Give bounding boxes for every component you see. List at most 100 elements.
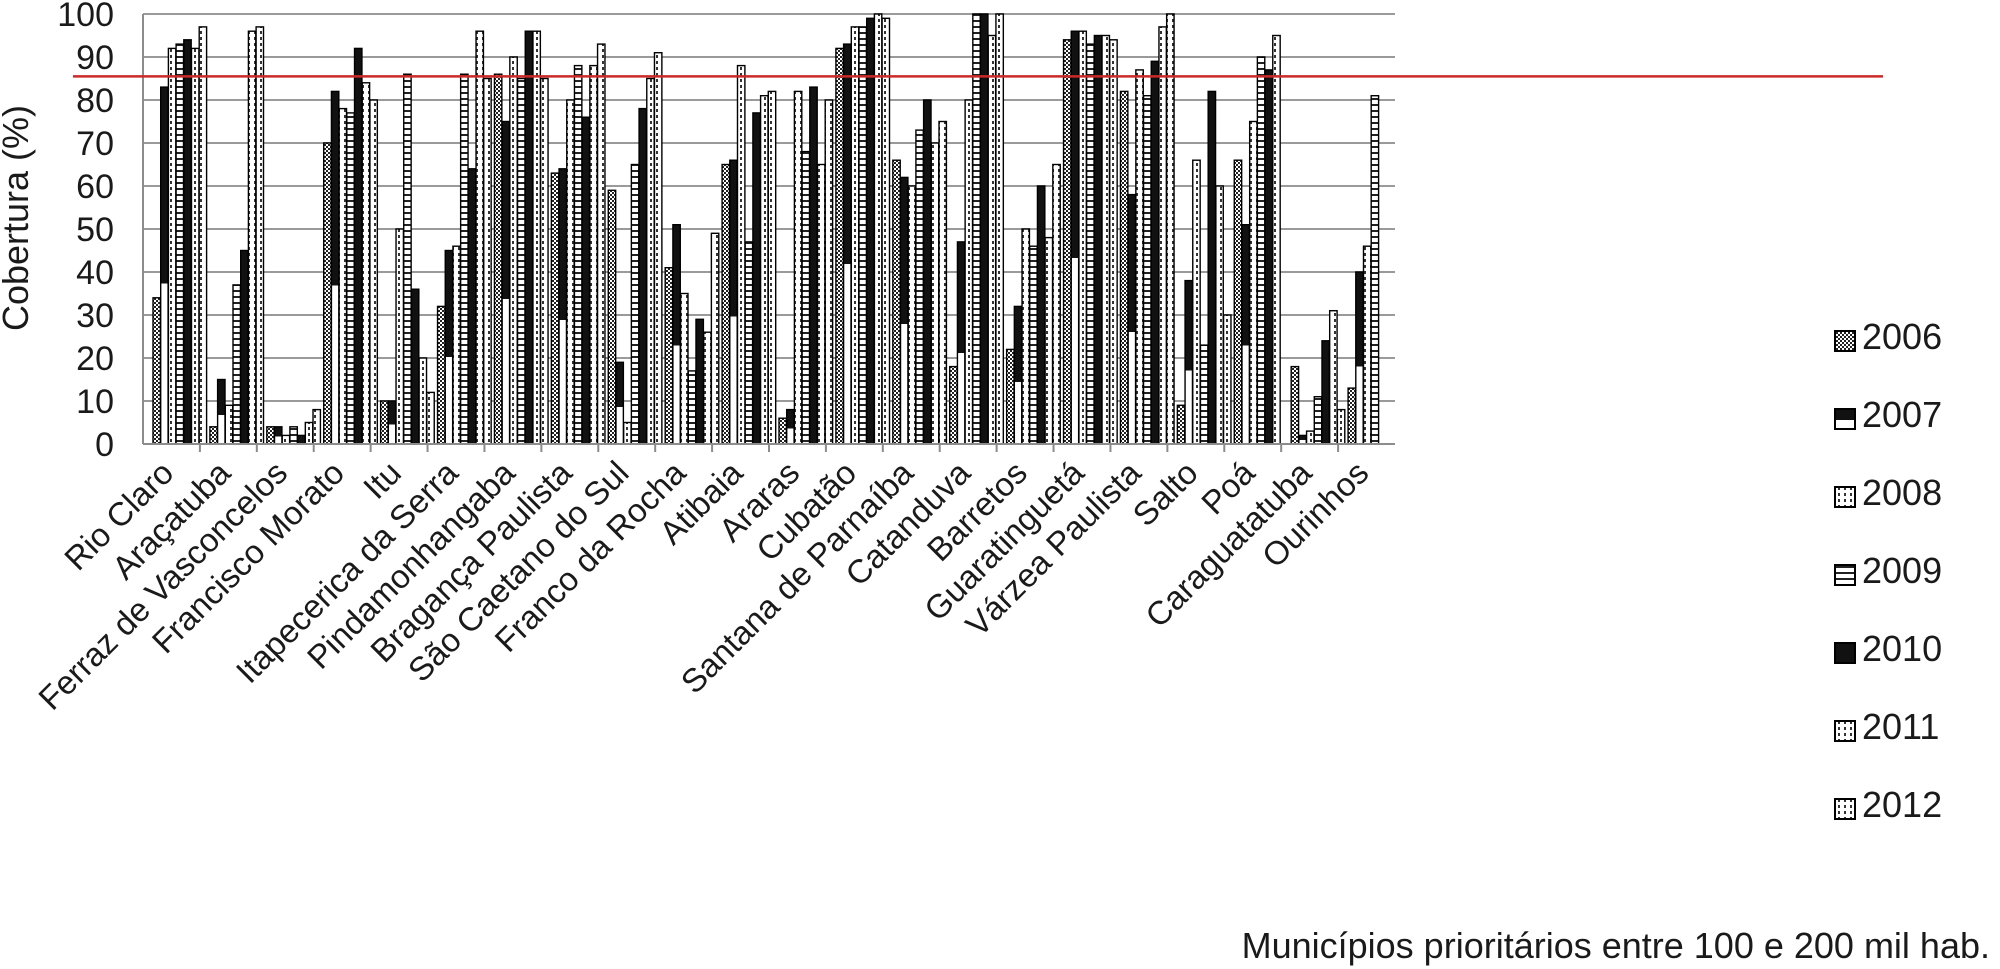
bar-2007	[1070, 30, 1080, 445]
bar-2006	[209, 426, 219, 445]
bar-2012	[710, 232, 720, 445]
bar-2010	[1150, 60, 1160, 445]
bar-2008	[395, 228, 405, 445]
bar-2009	[573, 64, 583, 445]
bar-2012	[767, 90, 777, 445]
bar-2009	[972, 13, 981, 445]
bar-2008	[907, 185, 917, 445]
bar-2007	[558, 168, 568, 445]
y-tick-label: 30	[76, 297, 114, 335]
bar-2012	[1336, 408, 1346, 445]
bar-2010	[410, 288, 420, 445]
legend-label-2009: 2009	[1862, 550, 1942, 591]
bar-2011	[1215, 185, 1224, 445]
y-axis-ticks: 0 10 20 30 40 50 60 70 80 90 100	[57, 0, 114, 464]
bar-2012	[596, 43, 606, 445]
bar-2011	[873, 13, 883, 445]
bar-2012	[483, 77, 492, 445]
bar-2006	[266, 426, 275, 445]
bar-2008	[1248, 120, 1258, 445]
bar-2009	[1313, 396, 1323, 445]
bar-2011	[646, 77, 655, 445]
bar-2007	[672, 223, 681, 445]
bar-2010	[979, 13, 989, 445]
bar-2012	[255, 26, 265, 445]
bar-2008	[1078, 30, 1088, 445]
y-tick-label: 100	[57, 0, 114, 34]
bar-2010	[866, 17, 875, 445]
bars	[152, 13, 1380, 445]
y-axis-title: Cobertura (%)	[0, 105, 36, 331]
bar-2010	[353, 47, 363, 445]
bar-2007	[216, 378, 226, 445]
bar-2012	[198, 26, 208, 445]
bar-2007	[1127, 193, 1137, 445]
bar-2008	[793, 90, 803, 445]
bar-2007	[786, 408, 795, 445]
bar-2011	[190, 47, 200, 445]
bar-2011	[532, 30, 542, 445]
bar-2011	[1158, 26, 1168, 445]
axes	[73, 14, 1883, 452]
bar-2009	[915, 129, 925, 445]
legend: 2006 2007 2008 2009 2010 2011 2012	[1834, 316, 1942, 825]
bar-2007	[1355, 271, 1364, 445]
bar-2007	[956, 241, 966, 445]
bar-2006	[1176, 404, 1186, 445]
bar-2008	[167, 47, 177, 445]
bar-2008	[1362, 245, 1372, 445]
bar-2006	[1347, 387, 1357, 445]
bar-2009	[801, 150, 811, 445]
bar-2012	[653, 52, 663, 445]
bar-2008	[1135, 69, 1144, 445]
bar-2011	[418, 357, 428, 445]
bar-2006	[493, 73, 503, 445]
legend-label-2008: 2008	[1862, 472, 1942, 513]
bar-2011	[361, 82, 371, 445]
bar-2007	[1184, 279, 1194, 445]
bar-2008	[566, 99, 575, 445]
legend-label-2007: 2007	[1862, 394, 1942, 435]
bar-2010	[581, 116, 591, 445]
bar-2010	[1207, 90, 1217, 445]
bar-2008	[736, 64, 746, 445]
bar-2009	[403, 73, 412, 445]
bar-2006	[1290, 365, 1300, 445]
bar-2009	[1029, 245, 1038, 445]
legend-swatch-2011	[1834, 720, 1856, 742]
bar-2009	[858, 26, 868, 445]
bar-2011	[702, 331, 712, 445]
legend-swatch-2007	[1834, 408, 1856, 430]
bar-2011	[589, 64, 598, 445]
bar-2011	[816, 163, 826, 445]
bar-2008	[509, 56, 518, 445]
bar-2010	[524, 30, 534, 445]
bar-2008	[281, 434, 291, 445]
bar-2006	[436, 305, 446, 445]
legend-swatch-2012	[1834, 798, 1856, 820]
bar-2012	[938, 120, 948, 445]
y-tick-label: 0	[95, 426, 114, 464]
y-tick-label: 90	[76, 39, 114, 77]
x-axis-title: Municípios prioritários entre 100 e 200 …	[1242, 925, 1990, 966]
bar-2012	[881, 17, 891, 445]
bar-2009	[346, 112, 355, 445]
bar-2009	[516, 77, 526, 445]
bar-2008	[964, 99, 974, 445]
legend-swatch-2010	[1834, 642, 1856, 664]
bar-2009	[289, 426, 299, 445]
bar-2011	[930, 142, 940, 445]
legend-label-2006: 2006	[1862, 316, 1942, 357]
bar-2012	[539, 77, 549, 445]
bar-2007	[615, 361, 625, 445]
legend-label-2012: 2012	[1862, 784, 1942, 825]
bar-2010	[638, 107, 648, 445]
bar-2011	[304, 421, 314, 445]
legend-swatch-2006	[1834, 330, 1856, 352]
bar-2012	[824, 99, 834, 445]
bar-2007	[729, 159, 738, 445]
bar-2007	[1298, 434, 1307, 445]
bar-2009	[1142, 94, 1152, 445]
legend-swatch-2009	[1834, 564, 1856, 586]
